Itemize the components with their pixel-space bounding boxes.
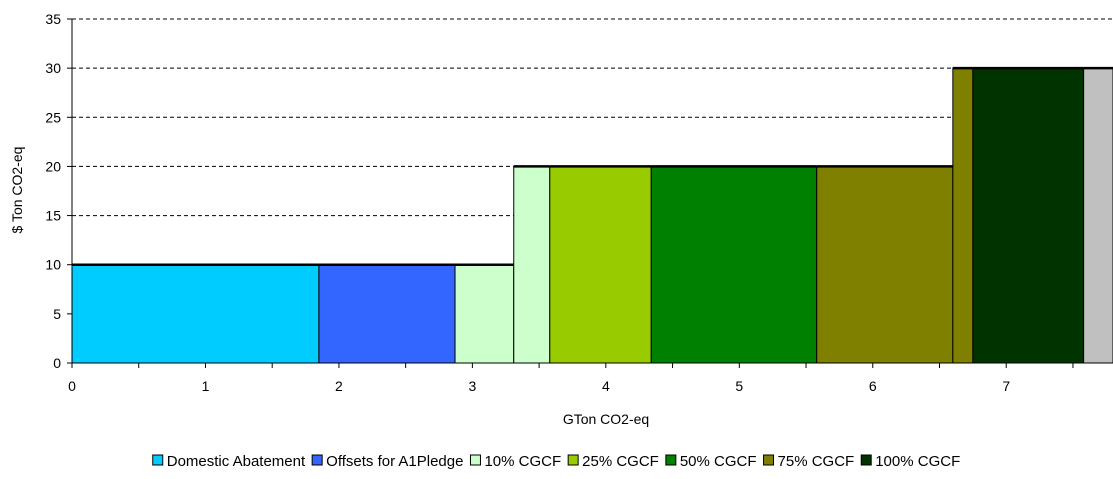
y-axis-label: $ Ton CO2-eq [9,147,25,234]
legend-label: 10% CGCF [484,453,561,470]
bar-segment [952,67,974,364]
y-tick-label: 10 [45,257,61,273]
y-tick-label: 25 [45,109,61,125]
y-tick-label: 15 [45,208,61,224]
axes: 0 5 10 15 20 25 30 35 0 1 2 3 4 5 6 7 [45,11,1113,394]
bar-segment [71,264,320,364]
bar-segment [549,165,652,364]
legend-label: Domestic Abatement [167,453,306,470]
legend-label: 50% CGCF [680,453,757,470]
legend: Domestic Abatement Offsets for A1Pledge 10… [152,453,960,470]
legend-label: 25% CGCF [582,453,659,470]
y-tick-label: 35 [45,11,61,27]
legend-swatch [469,454,481,466]
legend-label: 100% CGCF [875,453,960,470]
bar-segment [816,165,954,364]
legend-swatch [860,454,872,466]
x-tick-label: 7 [1002,378,1010,394]
bar-segment [454,264,515,364]
x-tick-label: 0 [68,378,76,394]
legend-label: Offsets for A1Pledge [326,453,463,470]
y-tick-label: 20 [45,158,61,174]
legend-swatch [311,454,323,466]
y-tick-label: 5 [53,306,61,322]
bar-segment [650,165,818,364]
legend-swatch [665,454,677,466]
y-tick-label: 0 [53,355,61,371]
x-tick-label: 5 [735,378,743,394]
bars [71,66,1113,364]
legend-label: 75% CGCF [778,453,855,470]
bar-segment [1083,67,1113,364]
legend-swatch [567,454,579,466]
x-tick-label: 6 [869,378,877,394]
y-tick-label: 30 [45,60,61,76]
bar-segment [513,165,551,364]
x-axis-label: GTon CO2-eq [563,411,649,427]
x-tick-label: 4 [602,378,610,394]
bar-segment [972,67,1085,364]
legend-swatch [152,454,164,466]
x-tick-label: 1 [202,378,210,394]
legend-swatch [763,454,775,466]
x-tick-label: 2 [335,378,343,394]
x-tick-label: 3 [468,378,476,394]
bar-segment [318,264,456,364]
